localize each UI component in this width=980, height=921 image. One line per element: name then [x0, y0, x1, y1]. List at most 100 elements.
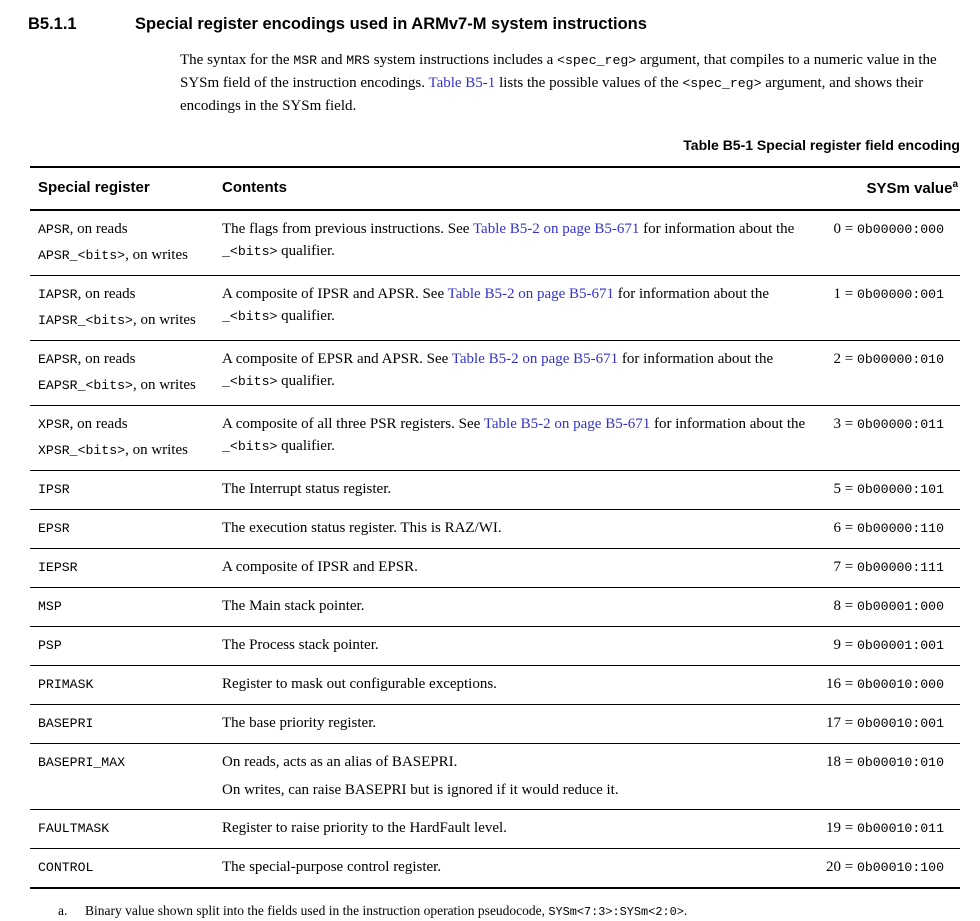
register-cell: BASEPRI_MAX — [30, 743, 222, 810]
code-text: CONTROL — [38, 860, 94, 875]
code-text: <spec_reg> — [682, 76, 762, 91]
table-row: FAULTMASK Register to raise priority to t… — [30, 809, 960, 849]
register-cell: EAPSR, on reads EAPSR_<bits>, on writes — [30, 340, 222, 406]
sysm-binary-value: 0b00010:000 — [856, 677, 944, 692]
sysm-value-cell: 6 = 0b00000:110 — [822, 509, 960, 549]
code-text: IAPSR_<bits> — [38, 313, 133, 328]
contents-paragraph: The execution status register. This is R… — [222, 517, 822, 539]
code-text: APSR_<bits> — [38, 248, 126, 263]
sysm-value-cell: 16 = 0b00010:000 — [822, 665, 960, 705]
body-text: , on writes — [132, 377, 196, 393]
body-text: . — [683, 903, 688, 918]
code-text: PRIMASK — [38, 677, 94, 692]
contents-paragraph: The special-purpose control register. — [222, 856, 822, 878]
code-text: BASEPRI_MAX — [38, 755, 126, 770]
register-cell: PSP — [30, 626, 222, 666]
footnote-marker: a. — [58, 903, 68, 918]
document-page: B5.1.1 Special register encodings used i… — [28, 15, 962, 919]
table-row: IPSR The Interrupt status register. 5 = 0b… — [30, 470, 960, 510]
sysm-binary-value: 0b00000:000 — [856, 222, 944, 237]
contents-cell: A composite of IPSR and APSR. See Table … — [222, 275, 822, 341]
sysm-binary-value: 0b00010:010 — [856, 755, 944, 770]
contents-paragraph: The base priority register. — [222, 712, 822, 734]
sysm-value-cell: 20 = 0b00010:100 — [822, 849, 960, 889]
body-text: qualifier. — [277, 308, 335, 324]
sysm-value-cell: 0 = 0b00000:000 — [822, 210, 960, 276]
register-cell: FAULTMASK — [30, 809, 222, 849]
contents-cell: The Interrupt status register. — [222, 470, 822, 510]
sysm-decimal-value: 8 = — [833, 598, 857, 614]
code-text: EAPSR_<bits> — [38, 378, 133, 393]
body-text: , on writes — [132, 312, 196, 328]
cross-reference-link[interactable]: Table B5-2 on page B5-671 — [483, 416, 651, 432]
code-text: IPSR — [38, 482, 70, 497]
table-row: BASEPRI_MAX On reads, acts as an alias of… — [30, 743, 960, 810]
code-text: PSP — [38, 638, 62, 653]
code-text: XPSR — [38, 417, 70, 432]
code-text: IAPSR — [38, 287, 78, 302]
sysm-decimal-value: 7 = — [833, 559, 857, 575]
intro-paragraph: The syntax for the MSR and MRS system in… — [180, 49, 962, 118]
cross-reference-link[interactable]: Table B5-1 — [428, 75, 496, 91]
register-name-line: IEPSR — [38, 556, 222, 579]
table-row: BASEPRI The base priority register. 17 = 0… — [30, 704, 960, 744]
code-text: EPSR — [38, 521, 70, 536]
section-number: B5.1.1 — [28, 15, 77, 33]
cross-reference-link[interactable]: Table B5-2 on page B5-671 — [447, 286, 615, 302]
cross-reference-link[interactable]: Table B5-2 on page B5-671 — [451, 351, 619, 367]
sysm-value-cell: 2 = 0b00000:010 — [822, 340, 960, 406]
register-cell: CONTROL — [30, 849, 222, 889]
sysm-decimal-value: 17 = — [825, 715, 857, 731]
table-row: XPSR, on reads XPSR_<bits>, on writes A co… — [30, 405, 960, 471]
body-text: A composite of IPSR and EPSR. — [222, 559, 418, 575]
body-text: argument, and shows their encodings in t… — [180, 75, 924, 114]
register-name-line: IAPSR_<bits>, on writes — [38, 309, 222, 332]
code-text: SYSm<7:3>:SYSm<2:0> — [548, 905, 684, 919]
register-name-line: XPSR, on reads — [38, 413, 222, 436]
register-cell: APSR, on reads APSR_<bits>, on writes — [30, 210, 222, 276]
register-name-line: IPSR — [38, 478, 222, 501]
sysm-decimal-value: 16 = — [825, 676, 857, 692]
contents-paragraph: A composite of IPSR and EPSR. — [222, 556, 822, 578]
body-text: Binary value shown split into the fields… — [85, 903, 549, 918]
sysm-value-cell: 1 = 0b00000:001 — [822, 275, 960, 341]
contents-cell: The Process stack pointer. — [222, 626, 822, 666]
sysm-decimal-value: 5 = — [833, 481, 857, 497]
sysm-decimal-value: 20 = — [825, 859, 857, 875]
sysm-binary-value: 0b00000:001 — [856, 287, 944, 302]
contents-paragraph: The flags from previous instructions. Se… — [222, 218, 822, 263]
body-text: , on reads — [69, 416, 128, 432]
table-header-row: Special register Contents SYSm valuea — [30, 167, 960, 211]
contents-cell: The flags from previous instructions. Se… — [222, 210, 822, 276]
sysm-binary-value: 0b00000:011 — [856, 417, 944, 432]
register-name-line: PRIMASK — [38, 673, 222, 696]
cross-reference-link[interactable]: Table B5-2 on page B5-671 — [472, 221, 640, 237]
register-cell: MSP — [30, 587, 222, 627]
body-text: Register to raise priority to the HardFa… — [222, 820, 507, 836]
code-text: FAULTMASK — [38, 821, 110, 836]
body-text: argument, that compiles to a numeric val… — [180, 52, 937, 91]
sysm-value-cell: 18 = 0b00010:010 — [822, 743, 960, 810]
col-header-sysm-value: SYSm valuea — [822, 167, 960, 211]
body-text: The syntax for the — [180, 52, 294, 68]
register-name-line: BASEPRI — [38, 712, 222, 735]
body-text: , on writes — [125, 442, 188, 458]
body-text: The Main stack pointer. — [222, 598, 365, 614]
sysm-binary-value: 0b00010:001 — [856, 716, 944, 731]
sysm-decimal-value: 1 = — [833, 286, 857, 302]
body-text: , on reads — [77, 286, 136, 302]
body-text: , on reads — [69, 221, 128, 237]
code-text: MRS — [346, 53, 370, 68]
contents-paragraph: The Main stack pointer. — [222, 595, 822, 617]
sysm-decimal-value: 6 = — [833, 520, 857, 536]
register-cell: BASEPRI — [30, 704, 222, 744]
body-text: A composite of EPSR and APSR. See — [222, 351, 452, 367]
contents-paragraph: A composite of IPSR and APSR. See Table … — [222, 283, 822, 328]
register-cell: XPSR, on reads XPSR_<bits>, on writes — [30, 405, 222, 471]
contents-paragraph: The Process stack pointer. — [222, 634, 822, 656]
body-text: and — [317, 52, 347, 68]
sysm-value-cell: 5 = 0b00000:101 — [822, 470, 960, 510]
contents-cell: Register to raise priority to the HardFa… — [222, 809, 822, 849]
contents-paragraph: Register to mask out configurable except… — [222, 673, 822, 695]
sysm-decimal-value: 3 = — [833, 416, 857, 432]
